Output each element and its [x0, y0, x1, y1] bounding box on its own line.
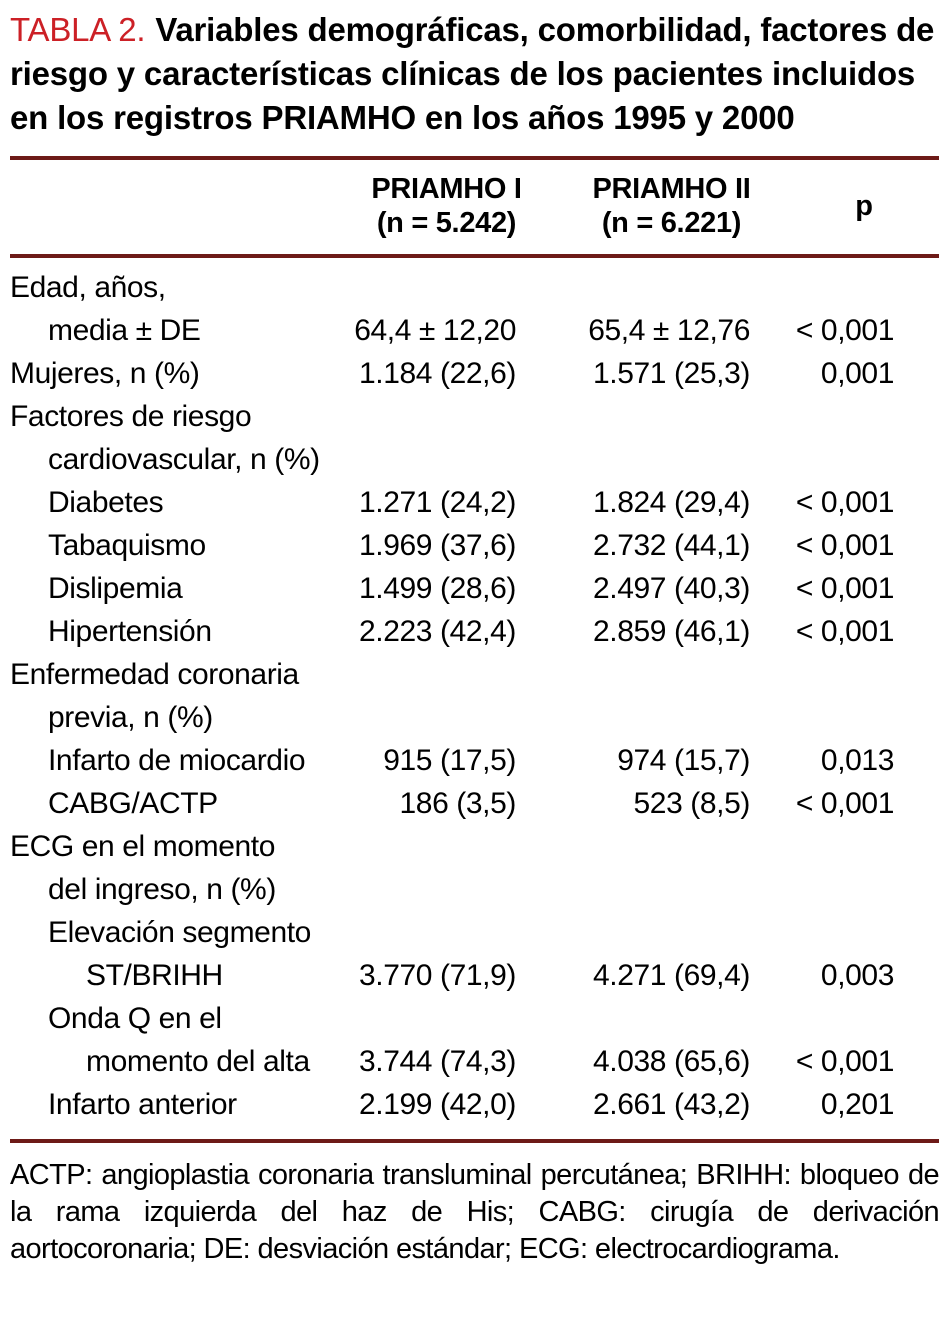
table-row: CABG/ACTP 186 (3,5) 523 (8,5) < 0,001 — [10, 787, 939, 830]
cell-priamho2-value: 2.732 (44,1) — [593, 529, 750, 562]
cell-priamho1-value: 2.223 (42,4) — [359, 615, 516, 648]
row-label: Hipertensión — [48, 615, 212, 648]
cell-priamho2-value: 974 (15,7) — [617, 744, 750, 777]
table-row: Elevación segmento — [10, 916, 939, 959]
row-label: Edad, años, — [10, 271, 166, 304]
row-label: ST/BRIHH — [86, 959, 223, 992]
cell-priamho2-value: 1.571 (25,3) — [593, 357, 750, 390]
row-label: momento del alta — [86, 1045, 310, 1078]
cell-priamho1-value: 915 (17,5) — [383, 744, 516, 777]
cell-priamho2-value: 2.497 (40,3) — [593, 572, 750, 605]
column-header-priamho1: PRIAMHO I (n = 5.242) — [339, 172, 554, 240]
row-label: cardiovascular, n (%) — [48, 443, 320, 476]
table-row: Tabaquismo 1.969 (37,6) 2.732 (44,1) < 0,00… — [10, 529, 939, 572]
cell-p-value: 0,201 — [820, 1088, 894, 1121]
column-header-priamho2-n: (n = 6.221) — [601, 207, 742, 239]
row-label: Onda Q en el — [48, 1002, 222, 1035]
table-row: Enfermedad coronaria — [10, 658, 939, 701]
cell-priamho2-value: 65,4 ± 12,76 — [588, 314, 750, 347]
divider-top — [10, 156, 939, 160]
cell-p-value: 0,013 — [820, 744, 894, 777]
row-label: Mujeres, n (%) — [10, 357, 200, 390]
table-row: Mujeres, n (%) 1.184 (22,6) 1.571 (25,3) 0,… — [10, 357, 939, 400]
table-row: cardiovascular, n (%) — [10, 443, 939, 486]
cell-priamho1-value: 3.744 (74,3) — [359, 1045, 516, 1078]
table-row: Factores de riesgo — [10, 400, 939, 443]
table-row: Infarto anterior 2.199 (42,0) 2.661 (43,2)… — [10, 1088, 939, 1131]
table-row: ST/BRIHH 3.770 (71,9) 4.271 (69,4) 0,003 — [10, 959, 939, 1002]
cell-priamho1-value: 3.770 (71,9) — [359, 959, 516, 992]
table-title: TABLA 2. Variables demográficas, comorbil… — [10, 8, 939, 140]
table-caption: Variables demográficas, comorbilidad, fa… — [10, 11, 935, 136]
cell-priamho1-value: 1.969 (37,6) — [359, 529, 516, 562]
cell-priamho2-value: 2.859 (46,1) — [593, 615, 750, 648]
table-row: Onda Q en el — [10, 1002, 939, 1045]
divider-bottom — [10, 1139, 939, 1143]
row-label: Dislipemia — [48, 572, 183, 605]
row-label: Infarto de miocardio — [48, 744, 306, 777]
column-header-priamho1-name: PRIAMHO I — [371, 173, 522, 205]
row-label: Elevación segmento — [48, 916, 311, 949]
table-body: Edad, años, media ± DE 64,4 ± 12,20 65,4 ± … — [10, 258, 939, 1139]
cell-priamho1-value: 1.184 (22,6) — [359, 357, 516, 390]
row-label: Diabetes — [48, 486, 164, 519]
row-label: ECG en el momento — [10, 830, 275, 863]
table-row: del ingreso, n (%) — [10, 873, 939, 916]
cell-p-value: 0,001 — [820, 357, 894, 390]
cell-priamho1-value: 64,4 ± 12,20 — [354, 314, 516, 347]
table-row: Diabetes 1.271 (24,2) 1.824 (29,4) < 0,001 — [10, 486, 939, 529]
divider-header — [10, 254, 939, 258]
cell-p-value: < 0,001 — [795, 787, 895, 820]
row-label: previa, n (%) — [48, 701, 213, 734]
column-header-priamho1-n: (n = 5.242) — [376, 207, 517, 239]
column-header-p: p — [855, 190, 873, 222]
cell-p-value: < 0,001 — [795, 486, 895, 519]
row-label: del ingreso, n (%) — [48, 873, 276, 906]
cell-priamho1-value: 1.271 (24,2) — [359, 486, 516, 519]
table-row: ECG en el momento — [10, 830, 939, 873]
cell-priamho2-value: 2.661 (43,2) — [593, 1088, 750, 1121]
cell-p-value: < 0,001 — [795, 572, 895, 605]
cell-priamho2-value: 1.824 (29,4) — [593, 486, 750, 519]
table-footnote: ACTP: angioplastia coronaria translumina… — [10, 1159, 940, 1265]
table-row: previa, n (%) — [10, 701, 939, 744]
cell-p-value: < 0,001 — [795, 529, 895, 562]
cell-p-value: 0,003 — [820, 959, 894, 992]
table-row: momento del alta 3.744 (74,3) 4.038 (65,6)… — [10, 1045, 939, 1088]
table-row: Dislipemia 1.499 (28,6) 2.497 (40,3) < 0,00… — [10, 572, 939, 615]
table-row: Infarto de miocardio 915 (17,5) 974 (15,7)… — [10, 744, 939, 787]
table-row: Edad, años, — [10, 271, 939, 314]
row-label: Tabaquismo — [48, 529, 206, 562]
cell-p-value: < 0,001 — [795, 615, 895, 648]
table-row: media ± DE 64,4 ± 12,20 65,4 ± 12,76 < 0,00… — [10, 314, 939, 357]
cell-priamho2-value: 4.038 (65,6) — [593, 1045, 750, 1078]
table-row: Hipertensión 2.223 (42,4) 2.859 (46,1) < 0,… — [10, 615, 939, 658]
column-header-priamho2-name: PRIAMHO II — [592, 173, 751, 205]
row-label: media ± DE — [48, 314, 201, 347]
cell-priamho1-value: 186 (3,5) — [399, 787, 517, 820]
table-number-label: TABLA 2. — [10, 11, 146, 48]
cell-priamho1-value: 1.499 (28,6) — [359, 572, 516, 605]
row-label: Factores de riesgo — [10, 400, 252, 433]
cell-priamho2-value: 523 (8,5) — [633, 787, 751, 820]
cell-priamho1-value: 2.199 (42,0) — [359, 1088, 516, 1121]
cell-p-value: < 0,001 — [795, 314, 895, 347]
row-label: Infarto anterior — [48, 1088, 237, 1121]
cell-priamho2-value: 4.271 (69,4) — [593, 959, 750, 992]
cell-p-value: < 0,001 — [795, 1045, 895, 1078]
table-header-row: PRIAMHO I (n = 5.242) PRIAMHO II (n = 6.… — [10, 160, 939, 254]
column-header-priamho2: PRIAMHO II (n = 6.221) — [554, 172, 789, 240]
row-label: CABG/ACTP — [48, 787, 218, 820]
row-label: Enfermedad coronaria — [10, 658, 299, 691]
